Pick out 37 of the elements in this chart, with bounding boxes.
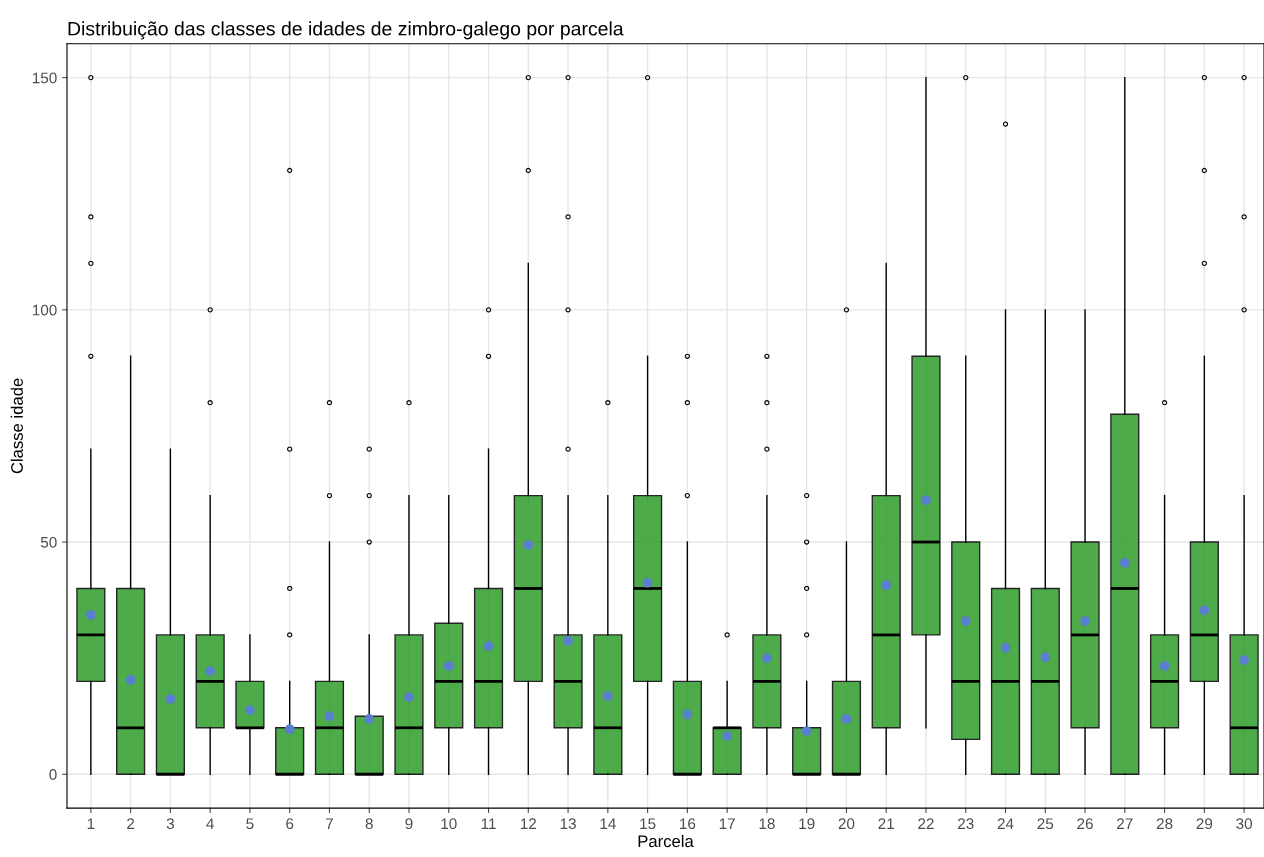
- x-tick-label: 13: [560, 818, 576, 830]
- x-tick-label: 2: [127, 818, 135, 829]
- x-tick-label: 26: [1077, 818, 1093, 830]
- x-axis-title: Parcela: [638, 834, 694, 848]
- x-tick-label: 8: [365, 818, 373, 830]
- x-tick-label: 17: [719, 818, 735, 829]
- x-tick-label: 3: [166, 818, 174, 830]
- x-tick-label: 10: [441, 818, 457, 830]
- x-tick-label: 25: [1037, 818, 1054, 830]
- chart-title: Distribuição das classes de idades de zimbro-galego por parcela: [68, 21, 624, 40]
- x-tick-label: 16: [680, 818, 696, 830]
- x-tick-label: 21: [878, 818, 894, 829]
- x-tick-label: 7: [325, 818, 333, 829]
- y-tick-label: 150: [32, 72, 57, 84]
- y-tick-label: 50: [40, 536, 57, 548]
- x-tick-label: 18: [759, 818, 775, 830]
- x-tick-label: 23: [958, 818, 974, 830]
- x-tick-label: 22: [918, 818, 934, 829]
- y-axis-title: Classe idade: [10, 378, 23, 474]
- y-tick-label: 100: [32, 304, 57, 316]
- x-tick-label: 19: [799, 818, 815, 830]
- x-tick-label: 9: [405, 818, 413, 830]
- x-tick-label: 12: [520, 818, 537, 829]
- x-tick-label: 6: [286, 818, 294, 830]
- x-tick-label: 4: [206, 818, 214, 829]
- x-tick-label: 30: [1236, 818, 1253, 830]
- x-tick-label: 5: [246, 818, 254, 830]
- x-tick-label: 29: [1196, 818, 1213, 830]
- x-tick-label: 28: [1156, 818, 1173, 830]
- y-tick-label: 0: [49, 769, 57, 780]
- x-tick-label: 20: [838, 818, 855, 830]
- x-tick-label: 24: [997, 818, 1014, 829]
- x-tick-label: 14: [600, 818, 616, 829]
- x-tick-label: 27: [1117, 818, 1133, 829]
- x-tick-label: 1: [87, 818, 95, 829]
- x-tick-label: 15: [640, 818, 656, 830]
- x-tick-label: 11: [481, 818, 496, 829]
